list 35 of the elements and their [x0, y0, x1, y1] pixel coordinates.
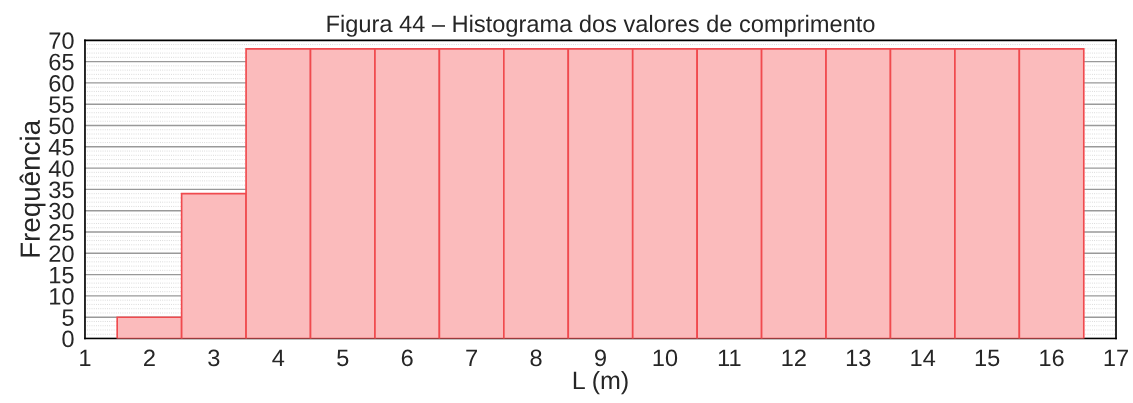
y-tick-label: 25	[49, 224, 74, 241]
x-axis-title: L (m)	[573, 370, 628, 395]
x-tick-label: 2	[144, 349, 155, 367]
y-tick-label: 10	[50, 287, 74, 305]
y-tick-label: 55	[49, 96, 74, 113]
x-tick-label: 1	[80, 349, 91, 367]
x-tick-label: 4	[272, 349, 285, 367]
y-tick-label: 0	[62, 330, 74, 348]
x-tick-label: 17	[1104, 349, 1128, 367]
y-tick-label: 65	[49, 53, 74, 71]
y-tick-label: 50	[49, 117, 74, 135]
chart-title: Figura 44 – Histograma dos valores de comprimento	[327, 14, 875, 37]
y-tick-label: 70	[49, 32, 74, 50]
y-tick-label: 15	[50, 266, 74, 284]
x-tick-label: 7	[466, 349, 477, 367]
x-tick-label: 14	[911, 349, 936, 367]
x-tick-label: 3	[208, 349, 220, 367]
x-tick-label: 8	[530, 349, 542, 367]
x-tick-label: 13	[846, 349, 871, 367]
y-tick-label: 20	[49, 245, 74, 263]
y-tick-label: 30	[49, 202, 74, 220]
y-tick-label: 40	[48, 160, 74, 177]
x-tick-label: 6	[401, 349, 413, 367]
x-tick-label: 5	[337, 349, 349, 367]
y-tick-label: 60	[49, 74, 74, 92]
x-tick-label: 11	[718, 349, 741, 367]
x-tick-label: 15	[975, 349, 1000, 367]
x-tick-label: 16	[1040, 349, 1064, 367]
x-tick-label: 9	[595, 349, 606, 367]
y-tick-label: 45	[48, 139, 74, 156]
x-tick-label: 12	[782, 349, 806, 367]
x-tick-label: 10	[653, 349, 678, 367]
y-tick-label: 35	[49, 181, 74, 199]
y-tick-label: 5	[62, 309, 74, 327]
y-axis-title: Frequência	[19, 119, 46, 257]
